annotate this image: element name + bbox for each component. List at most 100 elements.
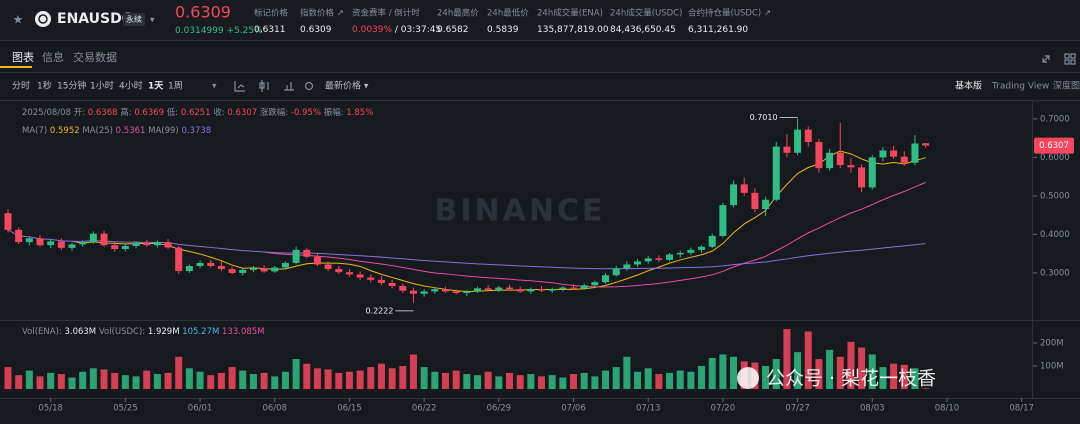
volume-bar [580,372,588,389]
symbol[interactable]: ENAUSDC [57,11,132,27]
candle-body [239,269,247,273]
symbol-caret[interactable]: ▾ [150,16,155,26]
candle-body [313,256,321,265]
x-tick-label: 06/01 [188,404,213,414]
volume-bar [911,368,919,389]
candle-body [121,245,129,250]
last-price-label: 0.6307 [1039,141,1069,151]
candle-body [463,291,471,293]
interval[interactable]: 1秒 [37,80,52,92]
candle-body [730,184,738,206]
depth-icon[interactable] [284,82,294,91]
candle-body [751,192,759,209]
view-option[interactable]: Trading View [991,82,1049,92]
candle-body [345,272,353,275]
candle-body [473,288,481,292]
candle-body [868,157,876,188]
volume-bar [196,371,204,389]
candle-body [324,264,332,270]
candle-body [708,235,716,247]
volume-bar [388,368,396,389]
candle-body [281,262,289,268]
interval[interactable]: 1天 [148,81,164,92]
change-pct: +5.25% [227,26,264,36]
candle-body [826,152,834,169]
volume-bar [452,370,460,389]
tab[interactable]: 图表 [12,50,34,64]
stat-value: 0.5839 [487,25,519,35]
candle-body [698,246,706,250]
candle-body [303,249,311,257]
x-tick-label: 08/10 [935,404,960,414]
tab[interactable]: 交易数据 [73,50,117,64]
stat-value: 0.6582 [437,25,469,35]
candle-body [335,269,343,273]
candle-body [143,242,151,246]
x-tick-label: 07/06 [561,404,586,414]
stat-value-main: 84,436,650.45 [610,25,676,35]
volume-bar [868,354,876,389]
candle-body [292,249,300,263]
price-type[interactable]: 最新价格 ▾ [325,80,369,92]
layout-icon[interactable] [1064,53,1070,59]
view-option[interactable]: 基本版 [955,80,982,92]
candle-body [79,242,87,245]
top-bar [0,0,1080,40]
volume-bar [783,329,791,389]
volume-bar [473,375,481,389]
candle-type-icon[interactable] [259,80,269,92]
candle-body [399,286,407,291]
stat-value-main: 0.5839 [487,25,519,35]
stat-value: 135,877,819.00 [537,25,609,35]
volume-bar [890,363,898,389]
interval[interactable]: 4小时 [119,80,143,92]
stat-value-main: 135,877,819.00 [537,25,609,35]
favorite-star[interactable]: ★ [13,13,24,27]
ma-name: MA(25) [82,126,113,136]
candle-body [570,287,578,289]
volume-bar [794,352,802,389]
volume-legend-item: Vol(USDC): [99,327,145,337]
settings-icon[interactable] [304,81,314,91]
interval[interactable]: 1周 [168,81,183,92]
candle-body [452,291,460,293]
volume-bar [239,370,247,389]
candle-body [858,167,866,188]
candle-body [655,258,663,260]
candle-body [612,268,620,276]
volume-bar [484,371,492,389]
candle-body [794,129,802,153]
layout-icon[interactable] [1070,53,1076,59]
volume-bar [826,349,834,389]
more-intervals[interactable]: ▾ [212,82,217,92]
candle-body [207,262,215,267]
tab[interactable]: 信息 [42,50,64,64]
volume-bar [185,368,193,389]
volume-bar [463,374,471,389]
volume-bar [762,365,770,389]
volume-bar [271,376,279,389]
interval[interactable]: 15分钟 [57,80,86,92]
y-tick-label: 0.7000 [1040,114,1070,124]
candle-body [591,282,599,286]
candle-body [644,258,652,262]
candle-body [516,289,524,292]
interval[interactable]: 分时 [12,80,30,92]
volume-bar [730,356,738,389]
stat-value-main: 0.6311 [254,25,286,35]
volume-bar [698,365,706,389]
volume-bar [377,363,385,389]
volume-bar [847,341,855,389]
layout-icon[interactable] [1064,59,1070,65]
expand-icon[interactable] [1042,55,1050,63]
candle-body [740,184,748,193]
layout-icon[interactable] [1070,59,1076,65]
indicator-icon[interactable] [234,81,245,92]
view-option[interactable]: 深度图 [1053,80,1080,92]
candle-body [388,282,396,287]
volume-bar [719,354,727,389]
volume-bar [47,372,55,389]
interval[interactable]: 1小时 [90,80,114,92]
candle-body [623,264,631,269]
